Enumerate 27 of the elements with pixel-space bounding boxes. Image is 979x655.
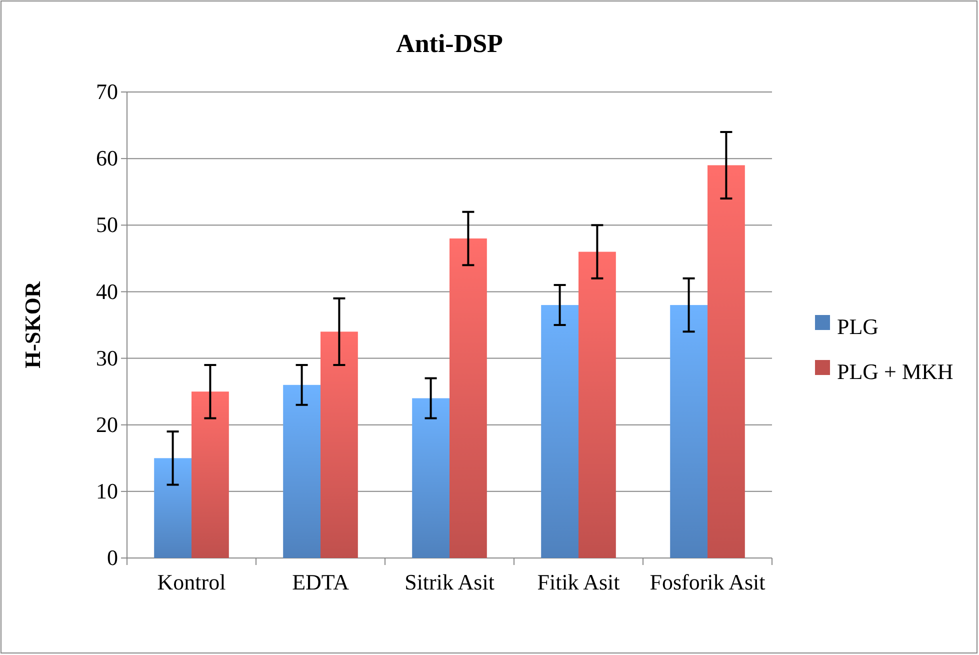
bar xyxy=(578,252,616,558)
bar xyxy=(450,238,487,558)
x-tick-label: EDTA xyxy=(292,570,350,595)
legend-label: PLG + MKH xyxy=(837,359,954,384)
bar xyxy=(670,305,708,558)
bar xyxy=(412,398,450,558)
y-tick-label: 30 xyxy=(96,345,118,370)
bar xyxy=(320,332,358,558)
legend-label: PLG xyxy=(837,314,879,340)
y-tick-label: 50 xyxy=(96,212,118,238)
bar xyxy=(192,392,229,558)
x-tick-label: Fosforik Asit xyxy=(650,570,766,595)
bar xyxy=(154,458,192,558)
y-tick-label: 0 xyxy=(107,545,118,570)
bar xyxy=(283,384,320,558)
y-axis-title: H-SKOR xyxy=(20,280,45,368)
x-tick-label: Kontrol xyxy=(157,570,226,595)
chart-title: Anti-DSP xyxy=(396,29,504,58)
y-tick-label: 40 xyxy=(96,278,118,304)
y-tick-label: 70 xyxy=(96,79,118,104)
y-tick-label: 10 xyxy=(96,478,118,504)
x-tick-label: Fitik Asit xyxy=(537,570,620,595)
bar xyxy=(541,305,578,558)
x-tick-label: Sitrik Asit xyxy=(404,570,494,595)
y-tick-label: 20 xyxy=(96,412,118,437)
y-tick-label: 60 xyxy=(96,146,118,171)
bar xyxy=(708,165,745,558)
